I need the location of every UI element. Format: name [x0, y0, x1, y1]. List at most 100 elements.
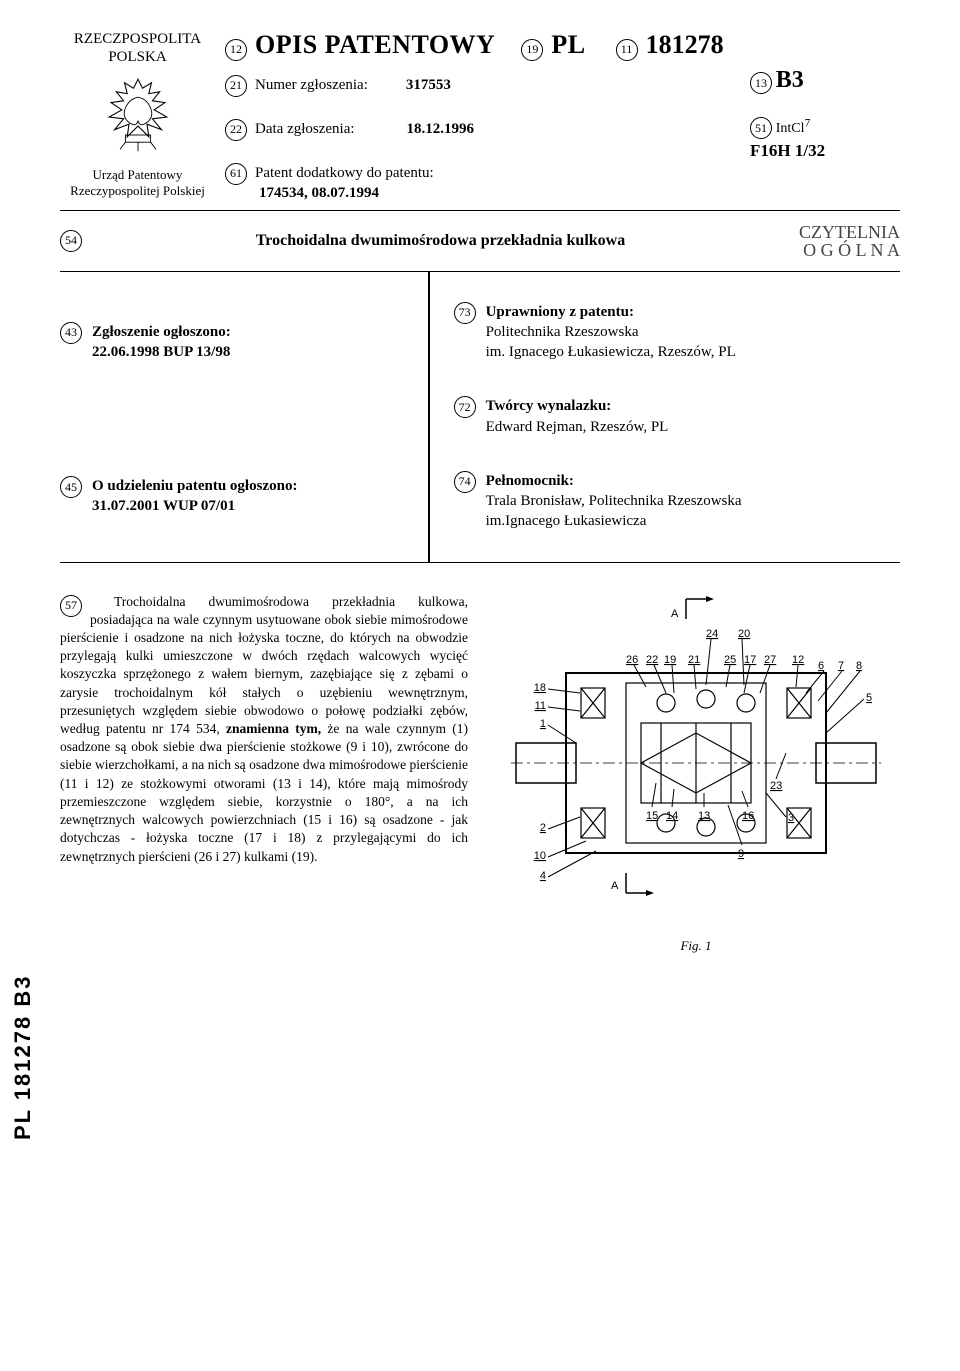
biblio-right: 73 Uprawniony z patentu: Politechnika Rz… — [430, 272, 900, 562]
value-72-1: Edward Rejman, Rzeszów, PL — [486, 417, 669, 437]
value-73-2: im. Ignacego Łukasiewicza, Rzeszów, PL — [486, 342, 736, 362]
svg-text:16: 16 — [742, 810, 754, 822]
label-73: Uprawniony z patentu: — [486, 302, 736, 322]
stamp-line-2: O G Ó L N A — [799, 241, 900, 259]
field-73: 73 Uprawniony z patentu: Politechnika Rz… — [454, 302, 900, 363]
figure-block: A A — [492, 593, 900, 954]
value-61: 174534, 08.07.1994 — [259, 185, 474, 202]
inid-13: 13 — [750, 72, 772, 94]
field-61: 61 Patent dodatkowy do patentu: — [225, 163, 474, 185]
svg-text:4: 4 — [540, 870, 546, 882]
inid-57: 57 — [60, 595, 82, 617]
label-43: Zgłoszenie ogłoszono: — [92, 322, 231, 342]
svg-text:5: 5 — [866, 692, 872, 704]
biblio-block: 43 Zgłoszenie ogłoszono: 22.06.1998 BUP … — [60, 271, 900, 563]
label-51: IntCl7 — [776, 121, 811, 136]
svg-text:13: 13 — [698, 810, 710, 822]
value-22: 18.12.1996 — [407, 121, 475, 138]
field-43: 43 Zgłoszenie ogłoszono: 22.06.1998 BUP … — [60, 322, 414, 363]
country-name-1: RZECZPOSPOLITA — [60, 30, 215, 48]
value-45: 31.07.2001 WUP 07/01 — [92, 496, 297, 516]
inid-43: 43 — [60, 322, 82, 344]
inid-54: 54 — [60, 230, 82, 252]
inid-22: 22 — [225, 119, 247, 141]
svg-text:9: 9 — [738, 848, 744, 860]
country-code: PL — [551, 30, 585, 60]
svg-text:26: 26 — [626, 654, 638, 666]
inid-61: 61 — [225, 163, 247, 185]
abstract-rest: że na wale czynnym (1) osadzone są obok … — [60, 721, 468, 864]
field-21: 21 Numer zgłoszenia: 317553 — [225, 75, 474, 97]
office-line-2: Rzeczypospolitej Polskiej — [60, 183, 215, 199]
inid-12: 12 — [225, 39, 247, 61]
svg-text:17: 17 — [744, 654, 756, 666]
spine-text: PL 181278 B3 — [10, 975, 36, 1140]
value-74-1: Trala Bronisław, Politechnika Rzeszowska — [486, 491, 742, 511]
svg-text:21: 21 — [688, 654, 700, 666]
doc-title: OPIS PATENTOWY — [255, 30, 495, 60]
header: RZECZPOSPOLITA POLSKA Urząd Patentowy Rz… — [60, 30, 900, 202]
figure-caption: Fig. 1 — [492, 938, 900, 954]
svg-text:20: 20 — [738, 628, 750, 640]
svg-text:19: 19 — [664, 654, 676, 666]
svg-text:24: 24 — [706, 628, 718, 640]
country-name-2: POLSKA — [60, 48, 215, 66]
label-21: Numer zgłoszenia: — [255, 77, 368, 94]
row-54: 54 Trochoidalna dwumimośrodowa przekładn… — [60, 219, 900, 263]
svg-text:25: 25 — [724, 654, 736, 666]
value-43: 22.06.1998 BUP 13/98 — [92, 342, 231, 362]
abstract: 57 Trochoidalna dwumimośrodowa przekładn… — [60, 593, 468, 866]
emblem-icon — [60, 72, 215, 167]
svg-text:14: 14 — [666, 810, 678, 822]
pub-number: 181278 — [646, 30, 724, 60]
field-74: 74 Pełnomocnik: Trala Bronisław, Politec… — [454, 471, 900, 532]
inid-72: 72 — [454, 396, 476, 418]
title-line: 12 OPIS PATENTOWY 19 PL 11 181278 — [225, 30, 900, 61]
label-45: O udzieleniu patentu ogłoszono: — [92, 476, 297, 496]
field-45: 45 O udzieleniu patentu ogłoszono: 31.07… — [60, 476, 414, 517]
value-74-2: im.Ignacego Łukasiewicza — [486, 511, 742, 531]
field-13: 13 B3 — [750, 67, 900, 95]
label-72: Twórcy wynalazku: — [486, 396, 669, 416]
stamp: CZYTELNIA O G Ó L N A — [799, 223, 900, 259]
biblio-left: 43 Zgłoszenie ogłoszono: 22.06.1998 BUP … — [60, 272, 430, 562]
label-22: Data zgłoszenia: — [255, 121, 355, 138]
inid-45: 45 — [60, 476, 82, 498]
svg-text:A: A — [611, 880, 619, 892]
mid-column: 12 OPIS PATENTOWY 19 PL 11 181278 21 Num… — [225, 30, 900, 202]
country-column: RZECZPOSPOLITA POLSKA Urząd Patentowy Rz… — [60, 30, 215, 200]
body-43: Zgłoszenie ogłoszono: 22.06.1998 BUP 13/… — [92, 322, 231, 363]
svg-text:7: 7 — [838, 660, 844, 672]
value-21: 317553 — [406, 77, 451, 94]
inid-74: 74 — [454, 471, 476, 493]
body-72: Twórcy wynalazku: Edward Rejman, Rzeszów… — [486, 396, 669, 437]
office-name: Urząd Patentowy Rzeczypospolitej Polskie… — [60, 167, 215, 200]
inid-21: 21 — [225, 75, 247, 97]
inid-73: 73 — [454, 302, 476, 324]
body-45: O udzieleniu patentu ogłoszono: 31.07.20… — [92, 476, 297, 517]
invention-title: Trochoidalna dwumimośrodowa przekładnia … — [112, 232, 769, 250]
bottom-block: 57 Trochoidalna dwumimośrodowa przekładn… — [60, 593, 900, 954]
svg-text:3: 3 — [788, 812, 794, 824]
inid-11: 11 — [616, 39, 638, 61]
body-73: Uprawniony z patentu: Politechnika Rzesz… — [486, 302, 736, 363]
svg-text:2: 2 — [540, 822, 546, 834]
field-51: 51 IntCl7 — [750, 116, 900, 139]
value-73-1: Politechnika Rzeszowska — [486, 322, 736, 342]
office-line-1: Urząd Patentowy — [60, 167, 215, 183]
value-51: F16H 1/32 — [750, 141, 900, 161]
svg-text:18: 18 — [534, 682, 546, 694]
stamp-line-1: CZYTELNIA — [799, 223, 900, 241]
separator — [60, 210, 900, 211]
svg-text:11: 11 — [535, 700, 546, 712]
figure-svg: A A — [506, 593, 886, 923]
svg-text:1: 1 — [540, 718, 546, 730]
svg-text:8: 8 — [856, 660, 862, 672]
inid-19: 19 — [521, 39, 543, 61]
field-22: 22 Data zgłoszenia: 18.12.1996 — [225, 119, 474, 141]
svg-text:12: 12 — [792, 654, 804, 666]
svg-text:15: 15 — [646, 810, 658, 822]
field-72: 72 Twórcy wynalazku: Edward Rejman, Rzes… — [454, 396, 900, 437]
svg-text:22: 22 — [646, 654, 658, 666]
svg-text:A: A — [671, 608, 679, 620]
